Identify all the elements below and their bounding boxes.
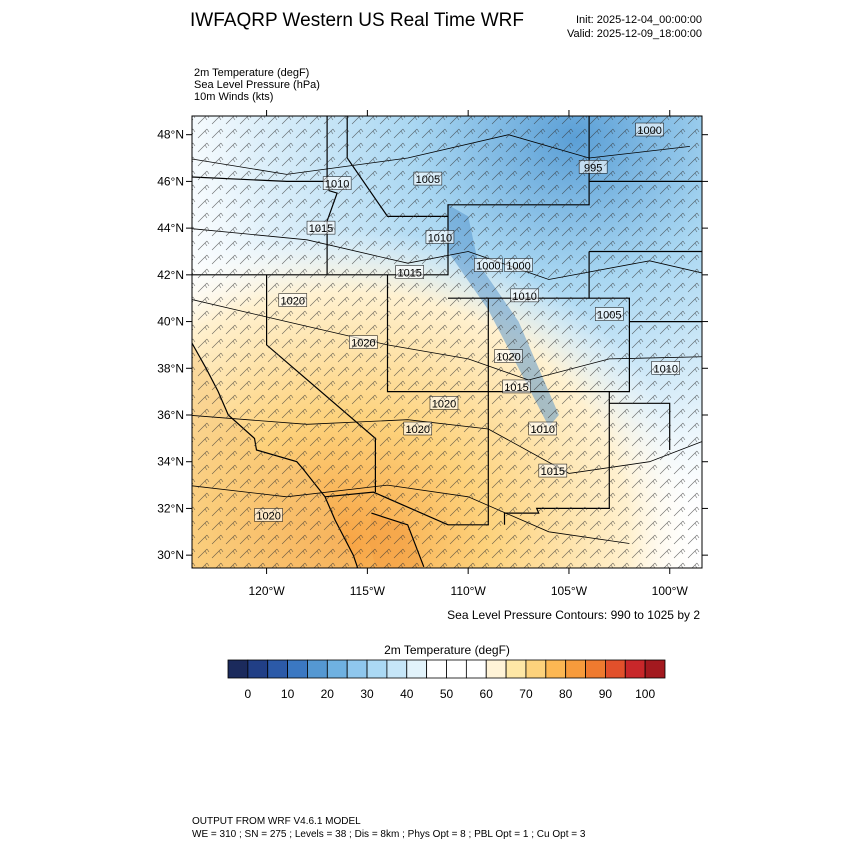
- y-tick-label: 42°N: [157, 268, 184, 282]
- colorbar-tick-label: 70: [519, 687, 533, 701]
- y-tick-label: 48°N: [157, 128, 184, 142]
- colorbar-box: [505, 659, 527, 679]
- y-tick-label: 40°N: [157, 315, 184, 329]
- field-label: 10m Winds (kts): [194, 91, 273, 103]
- valid-time: Valid: 2025-12-09_18:00:00: [567, 28, 702, 40]
- colorbar-tick-label: 50: [440, 687, 454, 701]
- colorbar-box: [605, 659, 626, 679]
- x-tick-label: 110°W: [451, 584, 487, 598]
- wind-barbs: [192, 116, 702, 568]
- colorbar-tick-label: 60: [480, 687, 494, 701]
- init-time: Init: 2025-12-04_00:00:00: [576, 14, 702, 26]
- title: IWFAQRP Western US Real Time WRF: [190, 10, 524, 31]
- colorbar-box: [585, 659, 606, 679]
- colorbar-box: [386, 659, 408, 679]
- colorbar-tick-label: 0: [245, 687, 252, 701]
- y-tick-label: 38°N: [157, 361, 184, 375]
- x-tick-label: 105°W: [551, 584, 588, 598]
- field-list: 2m Temperature (degF)Sea Level Pressure …: [194, 67, 320, 103]
- colorbar-box: [446, 659, 467, 679]
- colorbar-tick-label: 80: [559, 687, 573, 701]
- y-tick-label: 32°N: [157, 501, 184, 515]
- colorbar-box: [545, 659, 567, 679]
- x-tick-label: 120°W: [249, 584, 286, 598]
- colorbar-box: [326, 659, 348, 679]
- colorbar-box: [644, 659, 666, 679]
- y-tick-label: 30°N: [157, 548, 184, 562]
- colorbar-tick-label: 30: [360, 687, 374, 701]
- x-tick-label: 115°W: [350, 584, 386, 598]
- x-tick-label: 100°W: [652, 584, 689, 598]
- field-label: Sea Level Pressure (hPa): [194, 79, 320, 91]
- map-frame: [191, 115, 703, 569]
- colorbar-box: [565, 659, 586, 679]
- map-axes: 120°W 115°W 110°W 105°W 100°W 30°N 32°N 34°N 36°…: [157, 110, 708, 598]
- colorbar-box: [247, 659, 269, 679]
- colorbar-box: [346, 659, 368, 679]
- colorbar-box: [426, 659, 447, 679]
- colorbar-tick-label: 10: [281, 687, 295, 701]
- colorbar-box: [406, 659, 428, 679]
- colorbar-box: [485, 659, 507, 679]
- colorbar-box: [624, 659, 646, 679]
- y-tick-label: 36°N: [157, 408, 184, 422]
- colorbar-tick-label: 90: [599, 687, 613, 701]
- field-label: 2m Temperature (degF): [194, 67, 309, 79]
- colorbar-box: [287, 659, 308, 679]
- colorbar-box: [267, 659, 288, 679]
- y-tick-label: 44°N: [157, 221, 184, 235]
- contour-note: Sea Level Pressure Contours: 990 to 1025…: [447, 608, 700, 622]
- colorbar-tick-label: 20: [321, 687, 335, 701]
- colorbar: 0 10 20 30 40 50 60 70 80 90 100: [227, 659, 666, 701]
- colorbar-box: [465, 659, 487, 679]
- y-tick-label: 46°N: [157, 174, 184, 188]
- colorbar-tick-label: 100: [635, 687, 655, 701]
- y-tick-label: 34°N: [157, 455, 184, 469]
- colorbar-tick-label: 40: [400, 687, 414, 701]
- colorbar-title: 2m Temperature (degF): [384, 643, 510, 657]
- map: 1000995101010051015101010001000101510101…: [192, 116, 702, 568]
- colorbar-box: [366, 659, 388, 679]
- footer-line: WE = 310 ; SN = 275 ; Levels = 38 ; Dis …: [192, 829, 586, 840]
- colorbar-box: [307, 659, 328, 679]
- colorbar-box: [525, 659, 547, 679]
- colorbar-box: [227, 659, 249, 679]
- footer-line: OUTPUT FROM WRF V4.6.1 MODEL: [192, 816, 361, 827]
